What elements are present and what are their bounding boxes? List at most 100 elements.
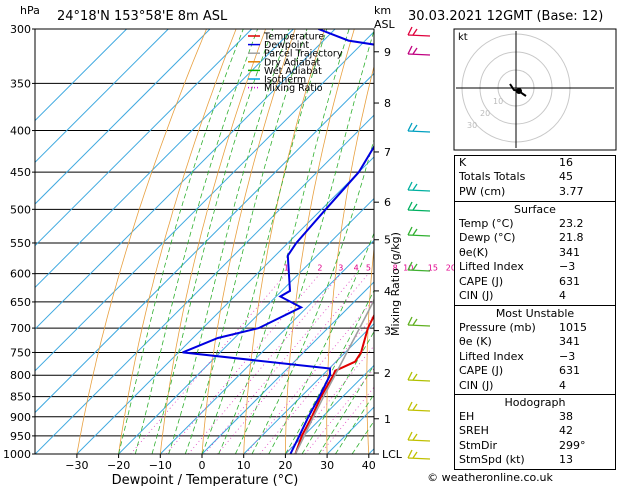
hodograph: kt 10 20 30	[453, 28, 617, 151]
wind-barb	[407, 379, 431, 382]
plot-frame	[34, 28, 375, 455]
dry-adiabat	[201, 29, 296, 454]
legend-label: Dry Adiabat	[264, 57, 321, 68]
wind-barb-flag	[412, 47, 418, 55]
pressure-tick-label: 850	[10, 391, 31, 404]
surface-row: Dewp (°C) 21.8	[459, 231, 584, 245]
isotherm	[159, 239, 374, 454]
indices-panel: K 16 Totals Totals 45 PW (cm) 3.77	[454, 155, 616, 203]
mixing-ratio-line	[245, 298, 374, 454]
height-tick-label: LCL	[382, 448, 403, 461]
wind-barb-flag	[407, 226, 413, 236]
wind-barb-flag	[412, 228, 418, 236]
wind-barb-flag	[407, 26, 413, 36]
hodograph-stats-panel: Hodograph EH 38 SREH 42 StmDir 299° StmSpd …	[454, 394, 616, 470]
wet-adiabat	[268, 232, 374, 454]
wind-barb-flag	[412, 28, 418, 36]
surface-panel: Surface Temp (°C) 23.2 Dewp (°C) 21.8 θe(K…	[454, 201, 616, 307]
pressure-tick-label: 400	[10, 125, 31, 138]
wind-barb-flag	[407, 316, 413, 326]
hodograph-ring-label: 20	[480, 109, 490, 118]
surface-row: Lifted Index −3	[459, 260, 576, 274]
legend-label: Isotherm	[264, 75, 306, 86]
pressure-tick-label: 750	[10, 346, 31, 359]
hodograph-stats-row: EH 38	[459, 410, 573, 423]
location-title: 24°18'N 153°58'E 8m ASL	[57, 9, 228, 24]
mixing-ratio-label: 15	[428, 264, 438, 273]
most-unstable-row: CIN (J) 4	[459, 378, 566, 392]
legend-label: Dewpoint	[264, 40, 309, 51]
grid-lines	[35, 29, 374, 454]
mixing-ratio-label: 5	[366, 264, 371, 273]
temperature-tick-label: 10	[237, 459, 251, 472]
temperature-tick-label: −10	[149, 459, 172, 472]
dry-adiabat	[243, 29, 326, 454]
wet-adiabat	[168, 29, 290, 454]
wind-barb-flag	[412, 263, 418, 271]
wet-adiabat	[318, 364, 374, 454]
wet-adiabat	[118, 29, 244, 454]
wind-barbs	[407, 26, 431, 460]
index-row: K 16	[459, 156, 573, 169]
pressure-tick-label: 500	[10, 203, 31, 216]
wind-barb	[407, 34, 431, 37]
isotherm	[201, 281, 374, 454]
most-unstable-row: θe (K) 341	[459, 335, 580, 349]
surface-row: Temp (°C) 23.2	[459, 217, 584, 230]
wind-barb-flag	[407, 401, 413, 411]
wind-barb-flag	[412, 433, 418, 441]
wind-barb	[407, 189, 431, 192]
temperature-tick-label: 20	[278, 459, 292, 472]
isotherm	[285, 364, 374, 454]
pressure-tick-label: 450	[10, 166, 31, 179]
wind-barb-flag	[407, 449, 413, 459]
dry-adiabat	[366, 244, 374, 454]
wind-barb-flag	[412, 183, 418, 191]
height-tick-label: 1	[384, 413, 391, 426]
hodograph-stats-row: StmSpd (kt) 13	[459, 453, 573, 467]
height-tick-label: 7	[384, 146, 391, 159]
pressure-unit-label: hPa	[20, 4, 40, 17]
isotherm	[35, 29, 211, 205]
pressure-tick-label: 350	[10, 77, 31, 90]
surface-row: θe(K) 341	[459, 245, 580, 259]
height-tick-label: 3	[384, 325, 391, 338]
isotherm	[35, 29, 127, 122]
dry-adiabat	[76, 29, 207, 454]
dewpoint-line	[182, 29, 374, 454]
surface-row: CAPE (J) 631	[459, 274, 580, 288]
wind-barb	[407, 439, 431, 442]
height-tick-label: 5	[384, 234, 391, 247]
wind-barb-flag	[407, 122, 413, 132]
most-unstable-title: Most Unstable	[495, 307, 575, 320]
wet-adiabat	[235, 29, 374, 454]
surface-title: Surface	[514, 203, 556, 216]
dry-adiabat	[326, 64, 374, 454]
temperature-line	[294, 313, 374, 454]
wind-barb-flag	[412, 373, 418, 381]
wet-adiabat	[335, 393, 374, 454]
legend-label: Parcel Trajectory	[264, 49, 343, 60]
most-unstable-row: Pressure (mb) 1015	[459, 321, 587, 334]
wind-barb	[407, 324, 431, 327]
mixing-ratio-line	[285, 345, 374, 454]
hodograph-stats-row: StmDir 299°	[459, 438, 586, 452]
mixing-ratio-axis-label: Mixing Ratio (g/kg)	[389, 232, 402, 336]
datetime-title: 30.03.2021 12GMT (Base: 12)	[408, 9, 603, 24]
axes: 1234581015202530035040045050055060065070…	[3, 23, 470, 472]
pressure-tick-label: 800	[10, 369, 31, 382]
km-unit-label: km	[374, 4, 391, 17]
wind-barb-flag	[407, 181, 413, 191]
height-tick-label: 6	[384, 196, 391, 209]
wind-barb-flag	[407, 371, 413, 381]
isotherm	[35, 29, 336, 330]
credit-text: © weatheronline.co.uk	[427, 471, 553, 484]
hodograph-ring-label: 30	[467, 121, 477, 130]
wet-adiabat	[301, 330, 374, 454]
wet-adiabat	[201, 29, 328, 454]
isotherm	[35, 29, 169, 164]
pressure-tick-label: 900	[10, 411, 31, 424]
wind-barb	[407, 409, 431, 412]
wet-adiabat	[251, 138, 374, 454]
